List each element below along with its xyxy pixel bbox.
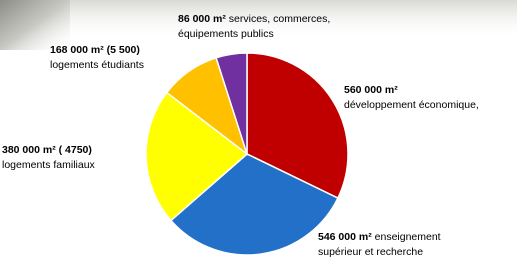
page: 560 000 m²développement économique, 546 0… — [0, 0, 517, 258]
value-label: 168 000 m² (5 500) — [50, 43, 190, 58]
category-label: logements étudiants — [50, 59, 144, 71]
category-label: logements familiaux — [2, 159, 95, 171]
slice-label: 380 000 m² ( 4750)logements familiaux — [2, 143, 142, 173]
value-label: 86 000 m² — [178, 13, 226, 25]
slice-label: 168 000 m² (5 500)logements étudiants — [50, 43, 190, 73]
slice-label: 546 000 m² enseignement supérieur et rec… — [318, 230, 458, 258]
value-label: 546 000 m² — [318, 231, 372, 243]
category-label: développement économique, — [344, 99, 479, 111]
pie — [146, 53, 348, 255]
value-label: 560 000 m² — [344, 83, 517, 98]
value-label: 380 000 m² ( 4750) — [2, 143, 142, 158]
slice-label: 86 000 m² services, commerces, équipemen… — [178, 12, 335, 42]
